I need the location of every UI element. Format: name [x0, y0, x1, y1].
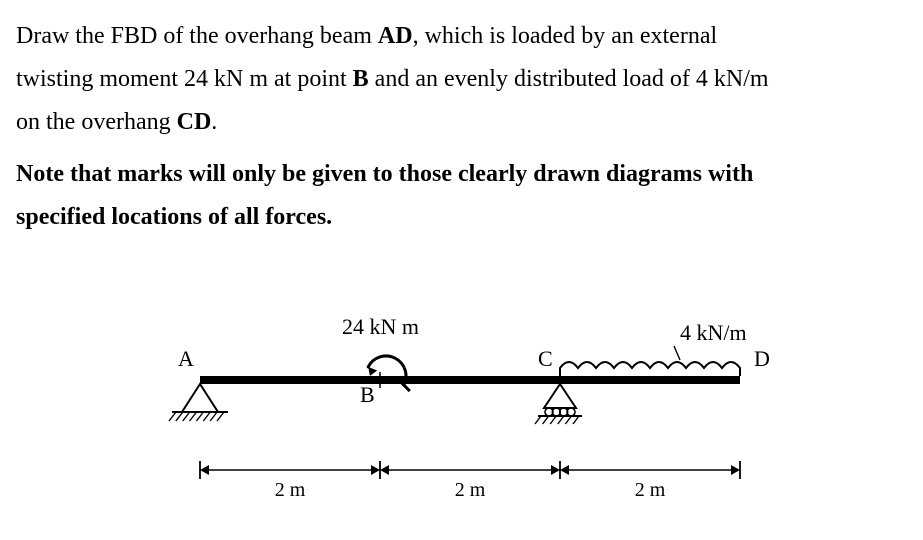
bold-AD: AD — [378, 23, 413, 49]
note-line-1: Note that marks will only be given to th… — [16, 156, 907, 193]
moment-label: 24 kN m — [342, 314, 419, 339]
distributed-load-label: 4 kN/m — [680, 320, 747, 345]
point-label-B: B — [360, 382, 375, 407]
t3b: . — [211, 109, 217, 135]
beam — [200, 376, 740, 384]
beam-diagram: A B C D 24 kN m 4 kN/m 2 m 2 m 2 m — [0, 280, 923, 540]
t2a: twisting moment 24 kN m at point — [16, 66, 353, 92]
note-line-2: specified locations of all forces. — [16, 199, 907, 236]
dimension-label: 2 m — [275, 479, 306, 501]
point-label-A: A — [178, 346, 194, 371]
problem-text: Draw the FBD of the overhang beam AD, wh… — [16, 18, 907, 236]
line-1: Draw the FBD of the overhang beam AD, wh… — [16, 18, 907, 55]
point-label-C: C — [538, 346, 553, 371]
dimension-label: 2 m — [635, 479, 666, 501]
t1b: , which is loaded by an external — [413, 23, 718, 49]
distributed-load — [560, 362, 740, 376]
point-label-D: D — [754, 346, 770, 371]
bold-B: B — [353, 66, 369, 92]
t3a: on the overhang — [16, 109, 177, 135]
bold-CD: CD — [177, 109, 212, 135]
roller-support — [544, 384, 576, 408]
pin-support — [182, 384, 218, 412]
dimension-label: 2 m — [455, 479, 486, 501]
line-3: on the overhang CD. — [16, 104, 907, 141]
line-2: twisting moment 24 kN m at point B and a… — [16, 61, 907, 98]
t2b: and an evenly distributed load of 4 kN/m — [369, 66, 769, 92]
t1a: Draw the FBD of the overhang beam — [16, 23, 378, 49]
moment-arrowhead — [368, 367, 377, 376]
